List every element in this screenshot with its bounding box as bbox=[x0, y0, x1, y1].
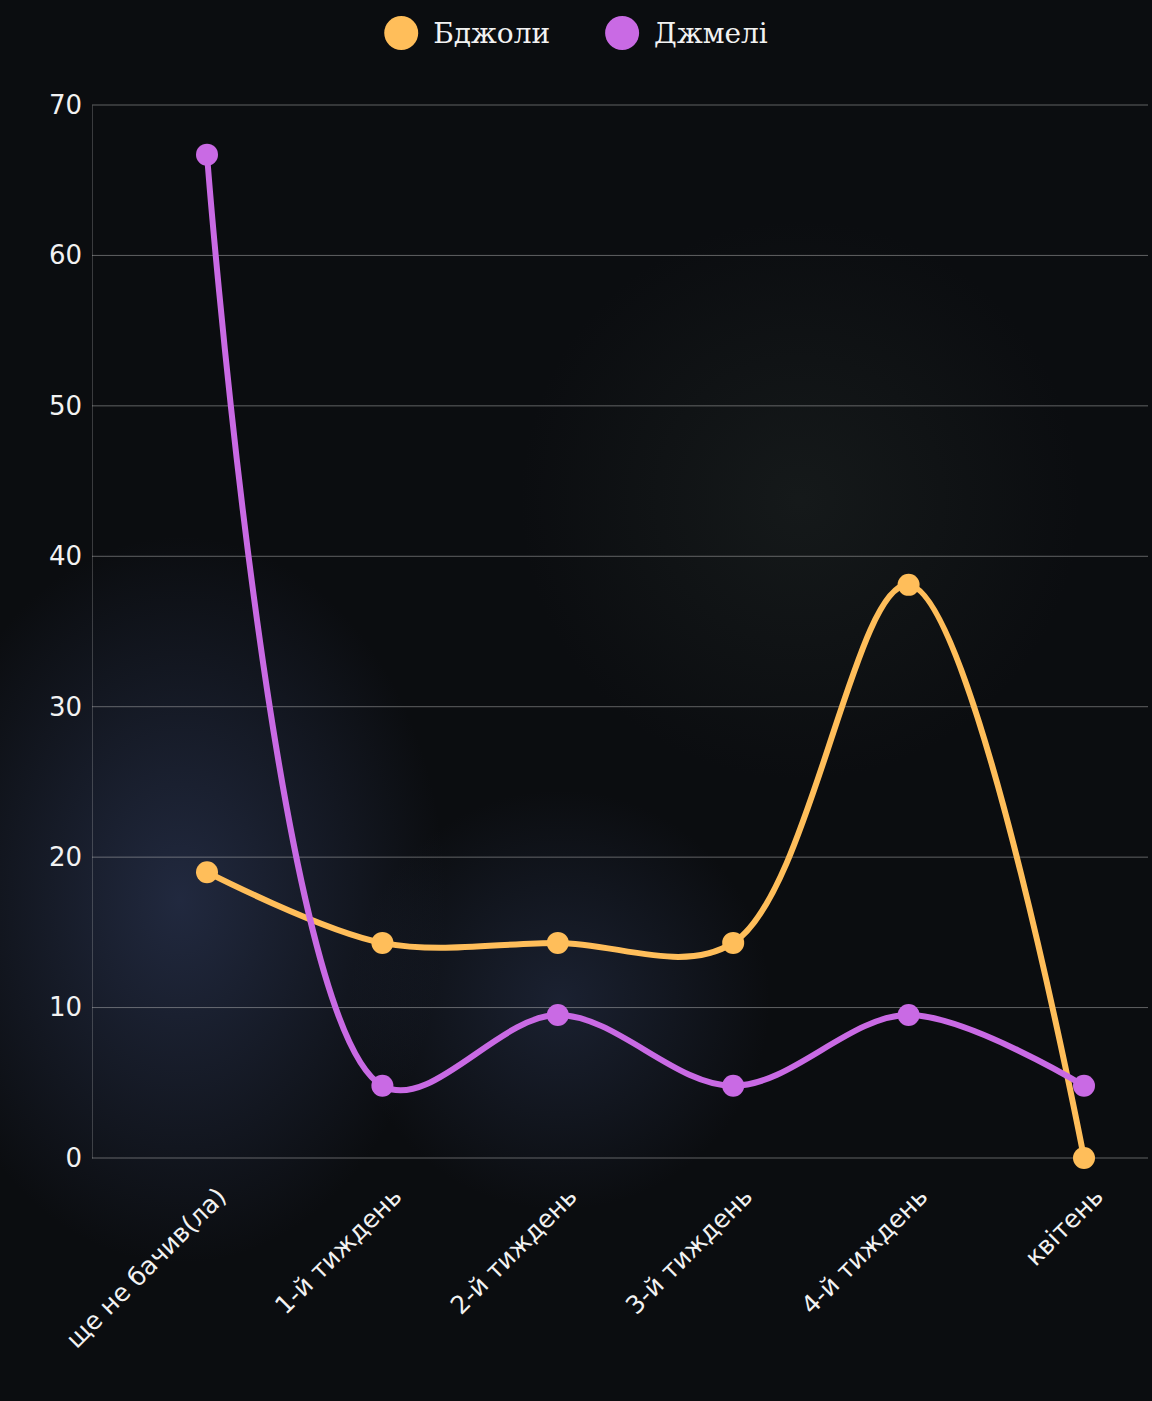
x-axis: ще не бачив(ла) 1-й тиждень 2-й тиждень 3-й… bbox=[60, 1182, 1109, 1354]
series-point bbox=[1073, 1147, 1095, 1169]
y-tick: 30 bbox=[49, 692, 92, 722]
y-tick: 50 bbox=[49, 391, 92, 421]
grid-line bbox=[92, 706, 1148, 707]
y-tick-label: 10 bbox=[49, 992, 82, 1022]
plot-area bbox=[196, 144, 1095, 1169]
x-tick-label: квітень bbox=[1019, 1182, 1109, 1272]
legend-item: Бджоли bbox=[384, 16, 550, 50]
y-tick-label: 0 bbox=[65, 1143, 82, 1173]
grid-line bbox=[92, 105, 1148, 106]
legend-item: Джмелі bbox=[605, 16, 768, 50]
y-tick-label: 50 bbox=[49, 391, 82, 421]
chart: 0 10 20 30 40 50 60 70 ще не бачив(ла) 1-й тижден… bbox=[0, 0, 1152, 1401]
series-point bbox=[547, 1004, 569, 1026]
x-tick-label: 3-й тиждень bbox=[620, 1182, 758, 1320]
y-tick-label: 30 bbox=[49, 692, 82, 722]
x-tick: 4-й тиждень bbox=[796, 1182, 934, 1320]
x-tick: 1-й тиждень bbox=[269, 1182, 407, 1320]
series-point bbox=[371, 932, 393, 954]
series-point bbox=[196, 861, 218, 883]
y-tick: 40 bbox=[49, 541, 92, 571]
grid bbox=[92, 105, 1148, 1158]
y-tick: 20 bbox=[49, 842, 92, 872]
series-point bbox=[898, 1004, 920, 1026]
x-tick: квітень bbox=[1019, 1182, 1109, 1272]
y-tick-label: 40 bbox=[49, 541, 82, 571]
grid-line bbox=[92, 405, 1148, 406]
y-axis-line bbox=[92, 106, 93, 1159]
series-line bbox=[207, 155, 1084, 1091]
grid-line bbox=[92, 255, 1148, 256]
y-tick-label: 60 bbox=[49, 240, 82, 270]
legend-swatch bbox=[605, 16, 639, 50]
legend-label: Джмелі bbox=[654, 17, 768, 50]
series-point bbox=[547, 932, 569, 954]
series-point bbox=[371, 1075, 393, 1097]
series-point bbox=[898, 574, 920, 596]
legend-label: Бджоли bbox=[433, 17, 550, 50]
y-tick: 0 bbox=[65, 1143, 92, 1173]
grid-line bbox=[92, 857, 1148, 858]
legend: Бджоли Джмелі bbox=[384, 16, 768, 50]
y-tick-label: 70 bbox=[49, 90, 82, 120]
y-tick: 10 bbox=[49, 992, 92, 1022]
grid-line bbox=[92, 1158, 1148, 1159]
series-point bbox=[722, 1075, 744, 1097]
x-tick-label: 2-й тиждень bbox=[445, 1182, 583, 1320]
series-point bbox=[196, 144, 218, 166]
series-point bbox=[722, 932, 744, 954]
x-tick-label: ще не бачив(ла) bbox=[60, 1182, 232, 1354]
x-tick-label: 4-й тиждень bbox=[796, 1182, 934, 1320]
y-tick: 70 bbox=[49, 90, 92, 120]
series-line bbox=[207, 585, 1084, 1158]
series-point bbox=[1073, 1075, 1095, 1097]
y-axis: 0 10 20 30 40 50 60 70 bbox=[49, 90, 93, 1173]
x-tick: 2-й тиждень bbox=[445, 1182, 583, 1320]
grid-line bbox=[92, 1007, 1148, 1008]
legend-swatch bbox=[384, 16, 418, 50]
x-tick: 3-й тиждень bbox=[620, 1182, 758, 1320]
x-tick-label: 1-й тиждень bbox=[269, 1182, 407, 1320]
x-tick: ще не бачив(ла) bbox=[60, 1182, 232, 1354]
y-tick-label: 20 bbox=[49, 842, 82, 872]
y-tick: 60 bbox=[49, 240, 92, 270]
